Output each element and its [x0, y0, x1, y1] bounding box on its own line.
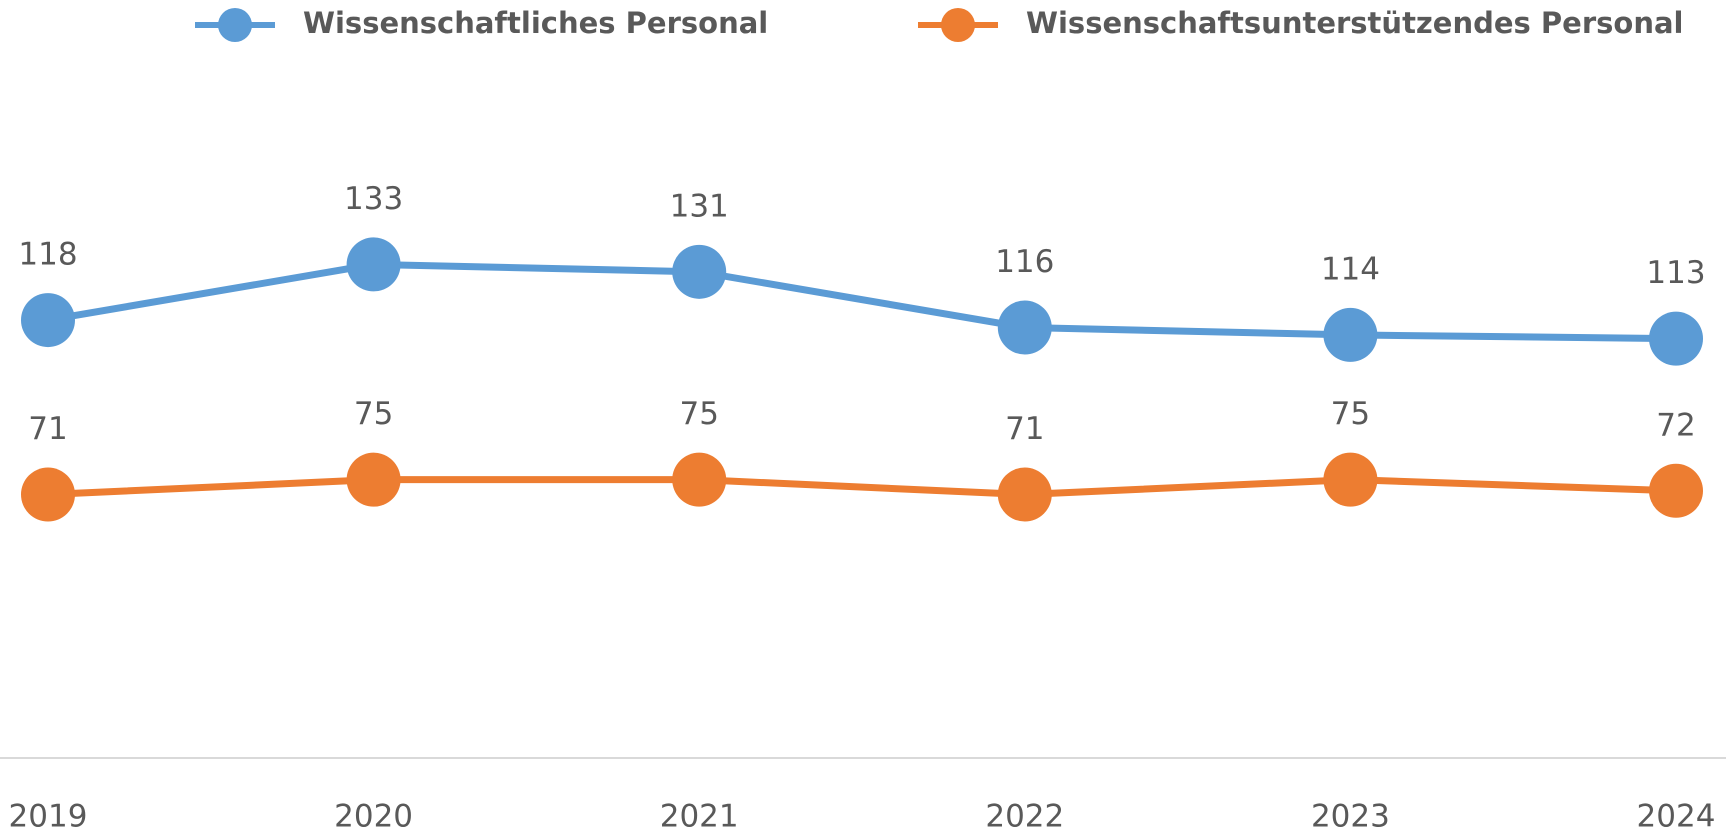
data-label: 118	[18, 237, 77, 273]
data-point	[672, 244, 727, 299]
data-point	[21, 293, 75, 348]
data-label: 71	[28, 411, 67, 447]
data-label: 75	[354, 396, 393, 432]
series-line	[47, 260, 1677, 343]
data-label: 75	[1331, 396, 1370, 432]
series-line	[47, 476, 1677, 499]
data-label: 113	[1646, 255, 1705, 291]
data-point	[672, 452, 727, 507]
legend-marker	[941, 8, 975, 42]
data-point	[997, 467, 1052, 522]
data-point	[1649, 311, 1703, 366]
data-label: 131	[670, 188, 729, 224]
data-point	[21, 467, 75, 522]
x-tick-label: 2022	[985, 799, 1064, 835]
data-point	[1323, 452, 1378, 507]
x-tick-label: 2020	[334, 799, 413, 835]
legend-marker	[218, 8, 252, 42]
x-tick-label: 2024	[1637, 799, 1716, 835]
data-label: 116	[995, 244, 1054, 280]
data-point	[346, 452, 401, 507]
x-tick-label: 2021	[660, 799, 739, 835]
data-point	[997, 300, 1052, 355]
data-point	[346, 237, 401, 292]
legend-label: Wissenschaftsunterstützendes Personal	[1026, 6, 1683, 40]
data-label: 71	[1005, 411, 1044, 447]
data-label: 114	[1321, 251, 1380, 287]
legend-label: Wissenschaftliches Personal	[303, 6, 768, 40]
data-label: 72	[1656, 407, 1695, 443]
x-tick-label: 2019	[9, 799, 88, 835]
data-label: 75	[679, 396, 718, 432]
x-tick-label: 2023	[1311, 799, 1390, 835]
data-point	[1649, 463, 1703, 518]
data-point	[1323, 307, 1378, 362]
data-label: 133	[344, 181, 403, 217]
